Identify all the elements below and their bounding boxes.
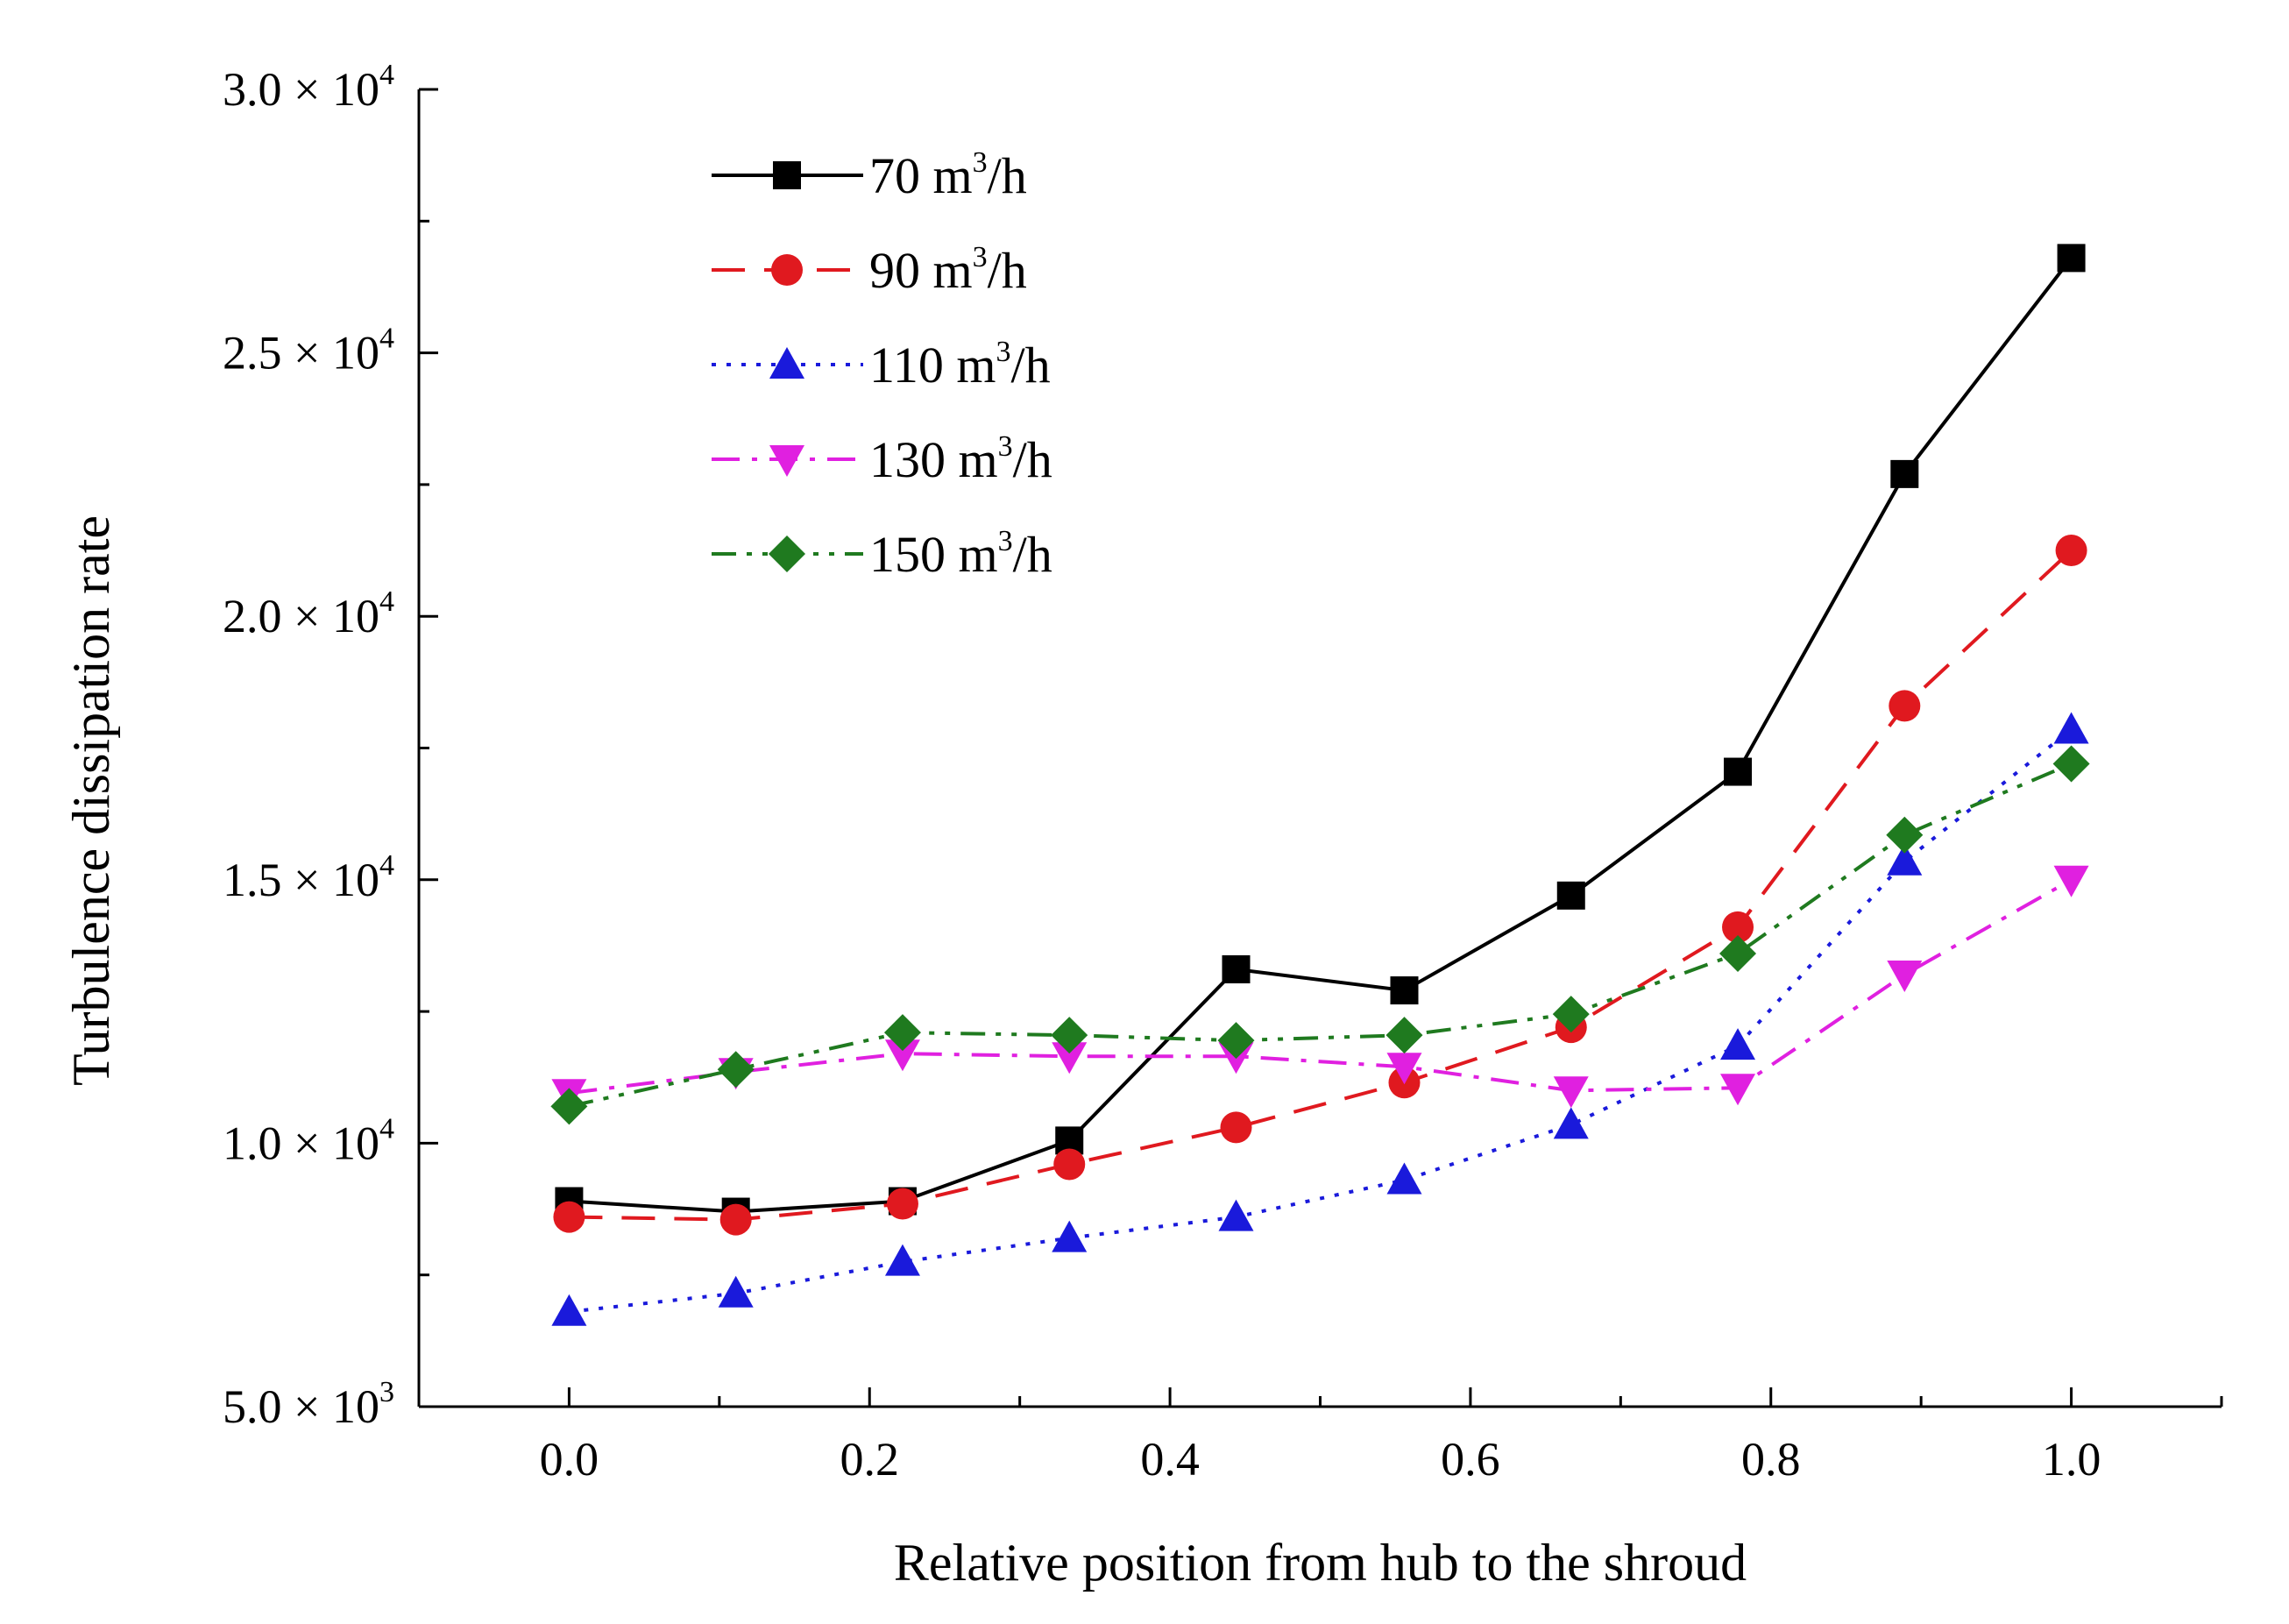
data-point — [1385, 1017, 1423, 1054]
data-point — [1886, 816, 1924, 854]
data-point — [884, 1039, 920, 1072]
series-1 — [553, 535, 2087, 1236]
x-axis-title: Relative position from hub to the shroud — [894, 1534, 1747, 1592]
data-point — [1556, 881, 1585, 910]
y-tick-label: 1.5 × 104 — [223, 849, 394, 906]
x-tick-label: 0.0 — [540, 1433, 599, 1486]
y-tick-label: 5.0 × 103 — [223, 1376, 394, 1433]
y-tick-label: 1.0 × 104 — [223, 1112, 394, 1169]
data-point — [884, 1244, 920, 1276]
x-tick-label: 1.0 — [2042, 1433, 2101, 1486]
y-tick-label: 2.0 × 104 — [223, 585, 394, 642]
data-point — [2055, 535, 2087, 567]
series-0 — [555, 244, 2086, 1226]
y-tick-label: 2.5 × 104 — [223, 323, 394, 379]
series-line — [569, 257, 2073, 1214]
legend: 70 m3/h 90 m3/h 110 m3/h 130 m3/h 150 m3/h — [712, 146, 1052, 583]
series-4 — [550, 745, 2090, 1125]
legend-marker — [771, 254, 803, 286]
data-point — [1386, 1162, 1422, 1195]
data-point — [553, 1201, 585, 1233]
legend-entry: 130 m3/h — [712, 430, 1052, 488]
data-point — [719, 1203, 752, 1236]
x-tick-label: 0.8 — [1741, 1433, 1801, 1486]
x-tick-label: 0.6 — [1441, 1433, 1500, 1486]
data-point — [883, 1014, 921, 1052]
legend-entry: 110 m3/h — [712, 336, 1051, 394]
data-point — [2052, 745, 2090, 783]
series-line — [569, 878, 2073, 1096]
legend-entry: 150 m3/h — [712, 525, 1052, 583]
data-point — [2053, 865, 2089, 897]
data-point — [1720, 1074, 1756, 1106]
data-point — [1719, 934, 1757, 972]
data-point — [1724, 757, 1753, 786]
legend-label: 70 m3/h — [869, 146, 1027, 204]
legend-label: 110 m3/h — [869, 336, 1051, 394]
data-point — [1720, 1028, 1756, 1060]
legend-label: 150 m3/h — [869, 525, 1052, 583]
series-layer — [550, 244, 2090, 1326]
data-point — [1390, 976, 1419, 1005]
x-tick-label: 0.4 — [1140, 1433, 1200, 1486]
data-point — [1889, 690, 1921, 722]
legend-marker — [769, 535, 805, 572]
data-point — [1887, 843, 1923, 876]
y-axis-title: Turbulence dissipation rate — [62, 515, 120, 1086]
series-line — [568, 762, 2073, 1109]
data-point — [1220, 1111, 1252, 1144]
legend-label: 130 m3/h — [869, 430, 1052, 488]
data-point — [1222, 955, 1251, 984]
data-point — [717, 1051, 755, 1089]
legend-label: 90 m3/h — [869, 241, 1027, 299]
series-line — [569, 549, 2073, 1222]
series-3 — [551, 865, 2089, 1111]
data-point — [1052, 1220, 1088, 1252]
legend-marker — [769, 445, 804, 477]
axes: 5.0 × 103 1.0 × 104 1.5 × 104 2.0 × 104 2.5 … — [223, 59, 2223, 1486]
data-point — [2057, 244, 2086, 273]
legend-marker — [773, 161, 801, 189]
data-point — [550, 1088, 588, 1125]
legend-entry: 70 m3/h — [712, 146, 1027, 204]
series-2 — [551, 712, 2089, 1326]
data-point — [1053, 1148, 1086, 1181]
data-point — [1887, 961, 1923, 993]
data-point — [1722, 911, 1754, 943]
y-tick-label: 3.0 × 104 — [223, 59, 394, 116]
data-point — [551, 1294, 587, 1326]
data-point — [1553, 1076, 1589, 1109]
legend-marker — [769, 347, 804, 379]
data-point — [1553, 1107, 1589, 1139]
data-point — [1552, 996, 1590, 1033]
data-point — [2053, 712, 2089, 744]
data-point — [1052, 1042, 1088, 1074]
legend-entry: 90 m3/h — [712, 241, 1027, 299]
data-point — [718, 1275, 754, 1308]
data-point — [1051, 1017, 1088, 1054]
series-line — [569, 727, 2073, 1314]
x-tick-label: 0.2 — [840, 1433, 900, 1486]
data-point — [1386, 1053, 1422, 1085]
data-point — [1218, 1199, 1254, 1231]
data-point — [1890, 459, 1919, 488]
data-point — [886, 1188, 918, 1220]
data-point — [1217, 1022, 1255, 1060]
